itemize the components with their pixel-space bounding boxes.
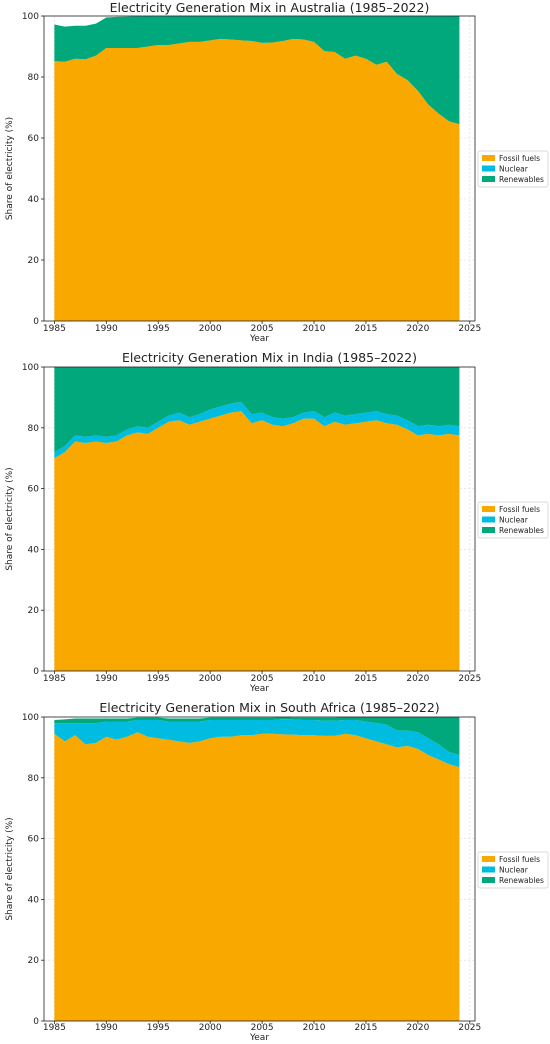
legend-label-nuclear: Nuclear	[499, 866, 529, 875]
legend-box	[477, 150, 549, 188]
y-tick-label: 80	[28, 73, 40, 83]
legend-label-fossil-fuels: Fossil fuels	[499, 855, 540, 864]
y-tick-label: 40	[28, 545, 40, 555]
chart-1: 1985 1990 1995 2000 2005 2010 2015 2020 2025 0 20 4…	[5, 0, 549, 344]
legend-swatch-nuclear	[482, 516, 495, 523]
area-fossil-fuels	[54, 38, 460, 321]
y-tick-label: 20	[28, 956, 40, 966]
plot-frame	[43, 15, 476, 322]
x-tick-label: 2025	[458, 324, 481, 334]
chart-title: Electricity Generation Mix in India (198…	[122, 350, 417, 365]
plot-frame	[43, 366, 476, 672]
legend-swatch-nuclear	[482, 866, 495, 873]
legend-swatch-renewables	[482, 527, 495, 533]
y-axis-label: Share of electricity (%)	[5, 117, 15, 220]
x-tick-label: 2005	[251, 674, 274, 684]
x-tick-label: 2010	[303, 1023, 326, 1033]
legend-label-renewables: Renewables	[499, 876, 544, 885]
y-axis-label: Share of electricity (%)	[5, 467, 15, 570]
x-tick-label: 1995	[147, 1023, 170, 1033]
legend-box	[477, 501, 549, 539]
area-renewables	[54, 367, 460, 453]
x-axis-label: Year	[249, 1033, 269, 1043]
legend-box	[477, 851, 549, 889]
plot-frame	[43, 716, 476, 1022]
x-tick-label: 2000	[199, 324, 222, 334]
x-tick-label: 1985	[43, 674, 66, 684]
area-fossil-fuels	[54, 411, 460, 671]
y-tick-label: 20	[28, 256, 40, 266]
chart-title: Electricity Generation Mix in South Afri…	[99, 700, 439, 715]
x-tick-label: 2000	[199, 1023, 222, 1033]
x-axis-label: Year	[249, 684, 269, 694]
y-tick-label: 100	[22, 713, 39, 723]
legend-label-fossil-fuels: Fossil fuels	[499, 154, 540, 163]
area-renewables	[54, 16, 460, 125]
y-tick-label: 0	[33, 1017, 39, 1027]
y-tick-label: 40	[28, 895, 40, 905]
x-tick-label: 1990	[95, 674, 118, 684]
x-tick-label: 1995	[147, 324, 170, 334]
chart-2: 1985 1990 1995 2000 2005 2010 2015 2020 2025 0 20 4…	[5, 350, 549, 694]
x-tick-label: 1985	[43, 324, 66, 334]
x-tick-label: 2010	[303, 674, 326, 684]
legend-swatch-fossil-fuels	[482, 856, 495, 862]
y-tick-label: 100	[22, 12, 39, 22]
x-tick-label: 2005	[251, 1023, 274, 1033]
y-tick-label: 60	[28, 134, 40, 144]
x-tick-label: 2005	[251, 324, 274, 334]
y-axis-label: Share of electricity (%)	[5, 817, 15, 920]
legend-swatch-renewables	[482, 176, 495, 182]
legend-label-renewables: Renewables	[499, 526, 544, 535]
y-tick-label: 0	[33, 317, 39, 327]
x-tick-label: 1995	[147, 674, 170, 684]
legend-swatch-fossil-fuels	[482, 506, 495, 512]
chart-3: 1985 1990 1995 2000 2005 2010 2015 2020 2025 0 20 4…	[5, 700, 549, 1043]
chart-title: Electricity Generation Mix in Australia …	[110, 0, 430, 15]
y-tick-label: 0	[33, 667, 39, 677]
x-tick-label: 1990	[95, 324, 118, 334]
x-tick-label: 2020	[406, 324, 429, 334]
y-tick-label: 60	[28, 835, 40, 845]
y-tick-label: 60	[28, 485, 40, 495]
x-axis-label: Year	[249, 334, 269, 344]
x-tick-label: 2020	[406, 1023, 429, 1033]
y-tick-label: 100	[22, 363, 39, 373]
area-fossil-fuels	[54, 732, 460, 1021]
x-tick-label: 2020	[406, 674, 429, 684]
x-tick-label: 2015	[354, 324, 377, 334]
x-tick-label: 2015	[354, 1023, 377, 1033]
area-renewables	[54, 717, 460, 755]
x-tick-label: 2015	[354, 674, 377, 684]
legend-label-nuclear: Nuclear	[499, 165, 529, 174]
x-tick-label: 2000	[199, 674, 222, 684]
y-tick-label: 80	[28, 424, 40, 434]
area-nuclear	[54, 719, 460, 768]
legend-label-renewables: Renewables	[499, 175, 544, 184]
legend-swatch-nuclear	[482, 165, 495, 172]
legend-label-fossil-fuels: Fossil fuels	[499, 505, 540, 514]
y-tick-label: 40	[28, 195, 40, 205]
x-tick-label: 1990	[95, 1023, 118, 1033]
y-tick-label: 80	[28, 774, 40, 784]
y-tick-label: 20	[28, 606, 40, 616]
legend-swatch-fossil-fuels	[482, 155, 495, 161]
legend-label-nuclear: Nuclear	[499, 516, 529, 525]
legend-swatch-renewables	[482, 877, 495, 883]
x-tick-label: 2010	[303, 324, 326, 334]
area-nuclear	[54, 401, 460, 459]
x-tick-label: 1985	[43, 1023, 66, 1033]
x-tick-label: 2025	[458, 674, 481, 684]
x-tick-label: 2025	[458, 1023, 481, 1033]
